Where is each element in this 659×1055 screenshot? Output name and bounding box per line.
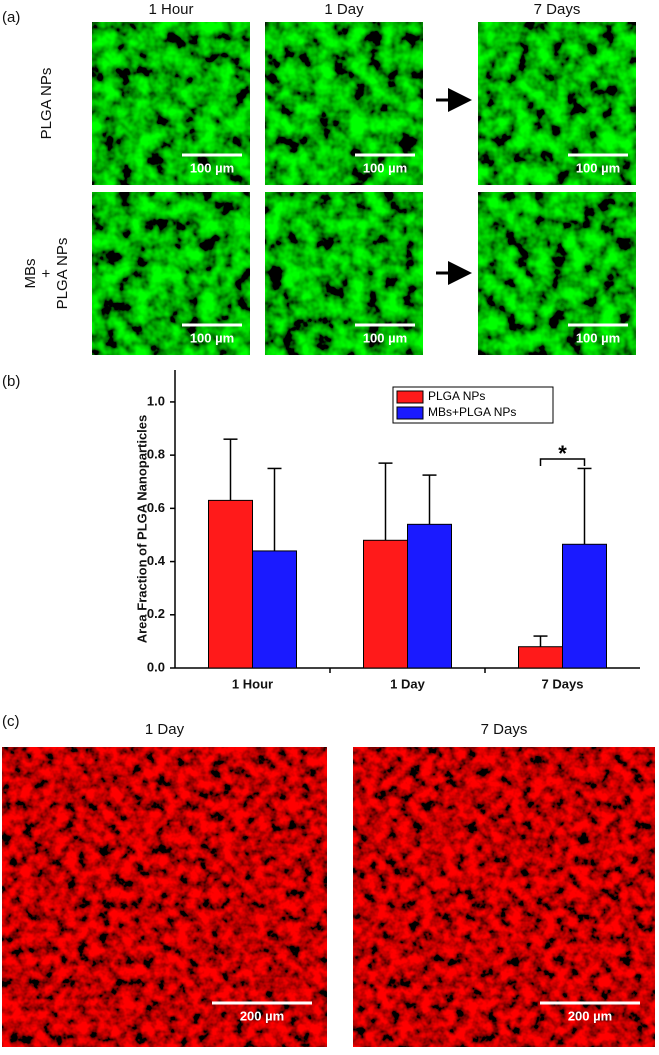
error-bar xyxy=(577,467,592,545)
micrograph xyxy=(353,747,655,1047)
micrograph xyxy=(265,192,423,355)
legend-label: PLGA NPs xyxy=(428,389,485,403)
annotation: * xyxy=(558,441,567,466)
column-heading: 7 Days xyxy=(534,1,581,18)
error-bar xyxy=(422,474,437,525)
row-label: PLGA NPs xyxy=(38,68,55,140)
column-heading: 1 Day xyxy=(145,721,185,738)
micrograph xyxy=(478,192,636,355)
y-tick-label: 0.8 xyxy=(147,447,165,462)
panel-label: (b) xyxy=(2,373,20,390)
row-label: + xyxy=(38,269,55,278)
y-tick-label: 0.0 xyxy=(147,659,165,674)
scale-label: 100 µm xyxy=(190,330,234,345)
bar xyxy=(363,539,408,669)
scale-label: 200 µm xyxy=(568,1008,612,1023)
bar xyxy=(208,499,253,669)
x-tick-label: 7 Days xyxy=(542,676,584,691)
legend-label: MBs+PLGA NPs xyxy=(428,405,516,419)
x-tick-label: 1 Day xyxy=(390,676,425,691)
column-heading: 1 Day xyxy=(324,1,364,18)
column-heading: 7 Days xyxy=(481,721,528,738)
micrograph xyxy=(92,22,250,185)
error-bar xyxy=(533,635,548,647)
significance-bracket xyxy=(539,458,586,466)
column-heading: 1 Hour xyxy=(148,1,193,18)
error-bar xyxy=(267,467,282,551)
scale-label: 100 µm xyxy=(363,160,407,175)
bar xyxy=(562,543,607,669)
error-bar xyxy=(223,438,238,501)
y-tick-label: 0.6 xyxy=(147,500,165,515)
bar xyxy=(407,523,452,669)
x-tick-label: 1 Hour xyxy=(232,676,273,691)
scale-label: 100 µm xyxy=(576,160,620,175)
panel-label: (a) xyxy=(2,9,20,26)
panel-label: (c) xyxy=(2,713,20,730)
y-tick-label: 0.4 xyxy=(147,553,166,568)
bar xyxy=(252,550,297,669)
error-bar xyxy=(378,462,393,541)
legend-swatch xyxy=(396,390,424,404)
y-tick-label: 1.0 xyxy=(147,393,165,408)
micrograph xyxy=(478,22,636,185)
micrograph xyxy=(2,747,327,1047)
row-label: MBs xyxy=(22,259,39,289)
legend-swatch xyxy=(396,406,424,420)
y-tick-label: 0.2 xyxy=(147,606,165,621)
row-label: PLGA NPs xyxy=(54,238,71,310)
bar xyxy=(518,646,563,669)
scale-label: 200 µm xyxy=(240,1008,284,1023)
micrograph xyxy=(92,192,250,355)
scale-label: 100 µm xyxy=(363,330,407,345)
scale-label: 100 µm xyxy=(190,160,234,175)
y-axis-label: Area Fraction of PLGA Nanoparticles xyxy=(134,415,149,644)
scale-label: 100 µm xyxy=(576,330,620,345)
micrograph xyxy=(265,22,423,185)
